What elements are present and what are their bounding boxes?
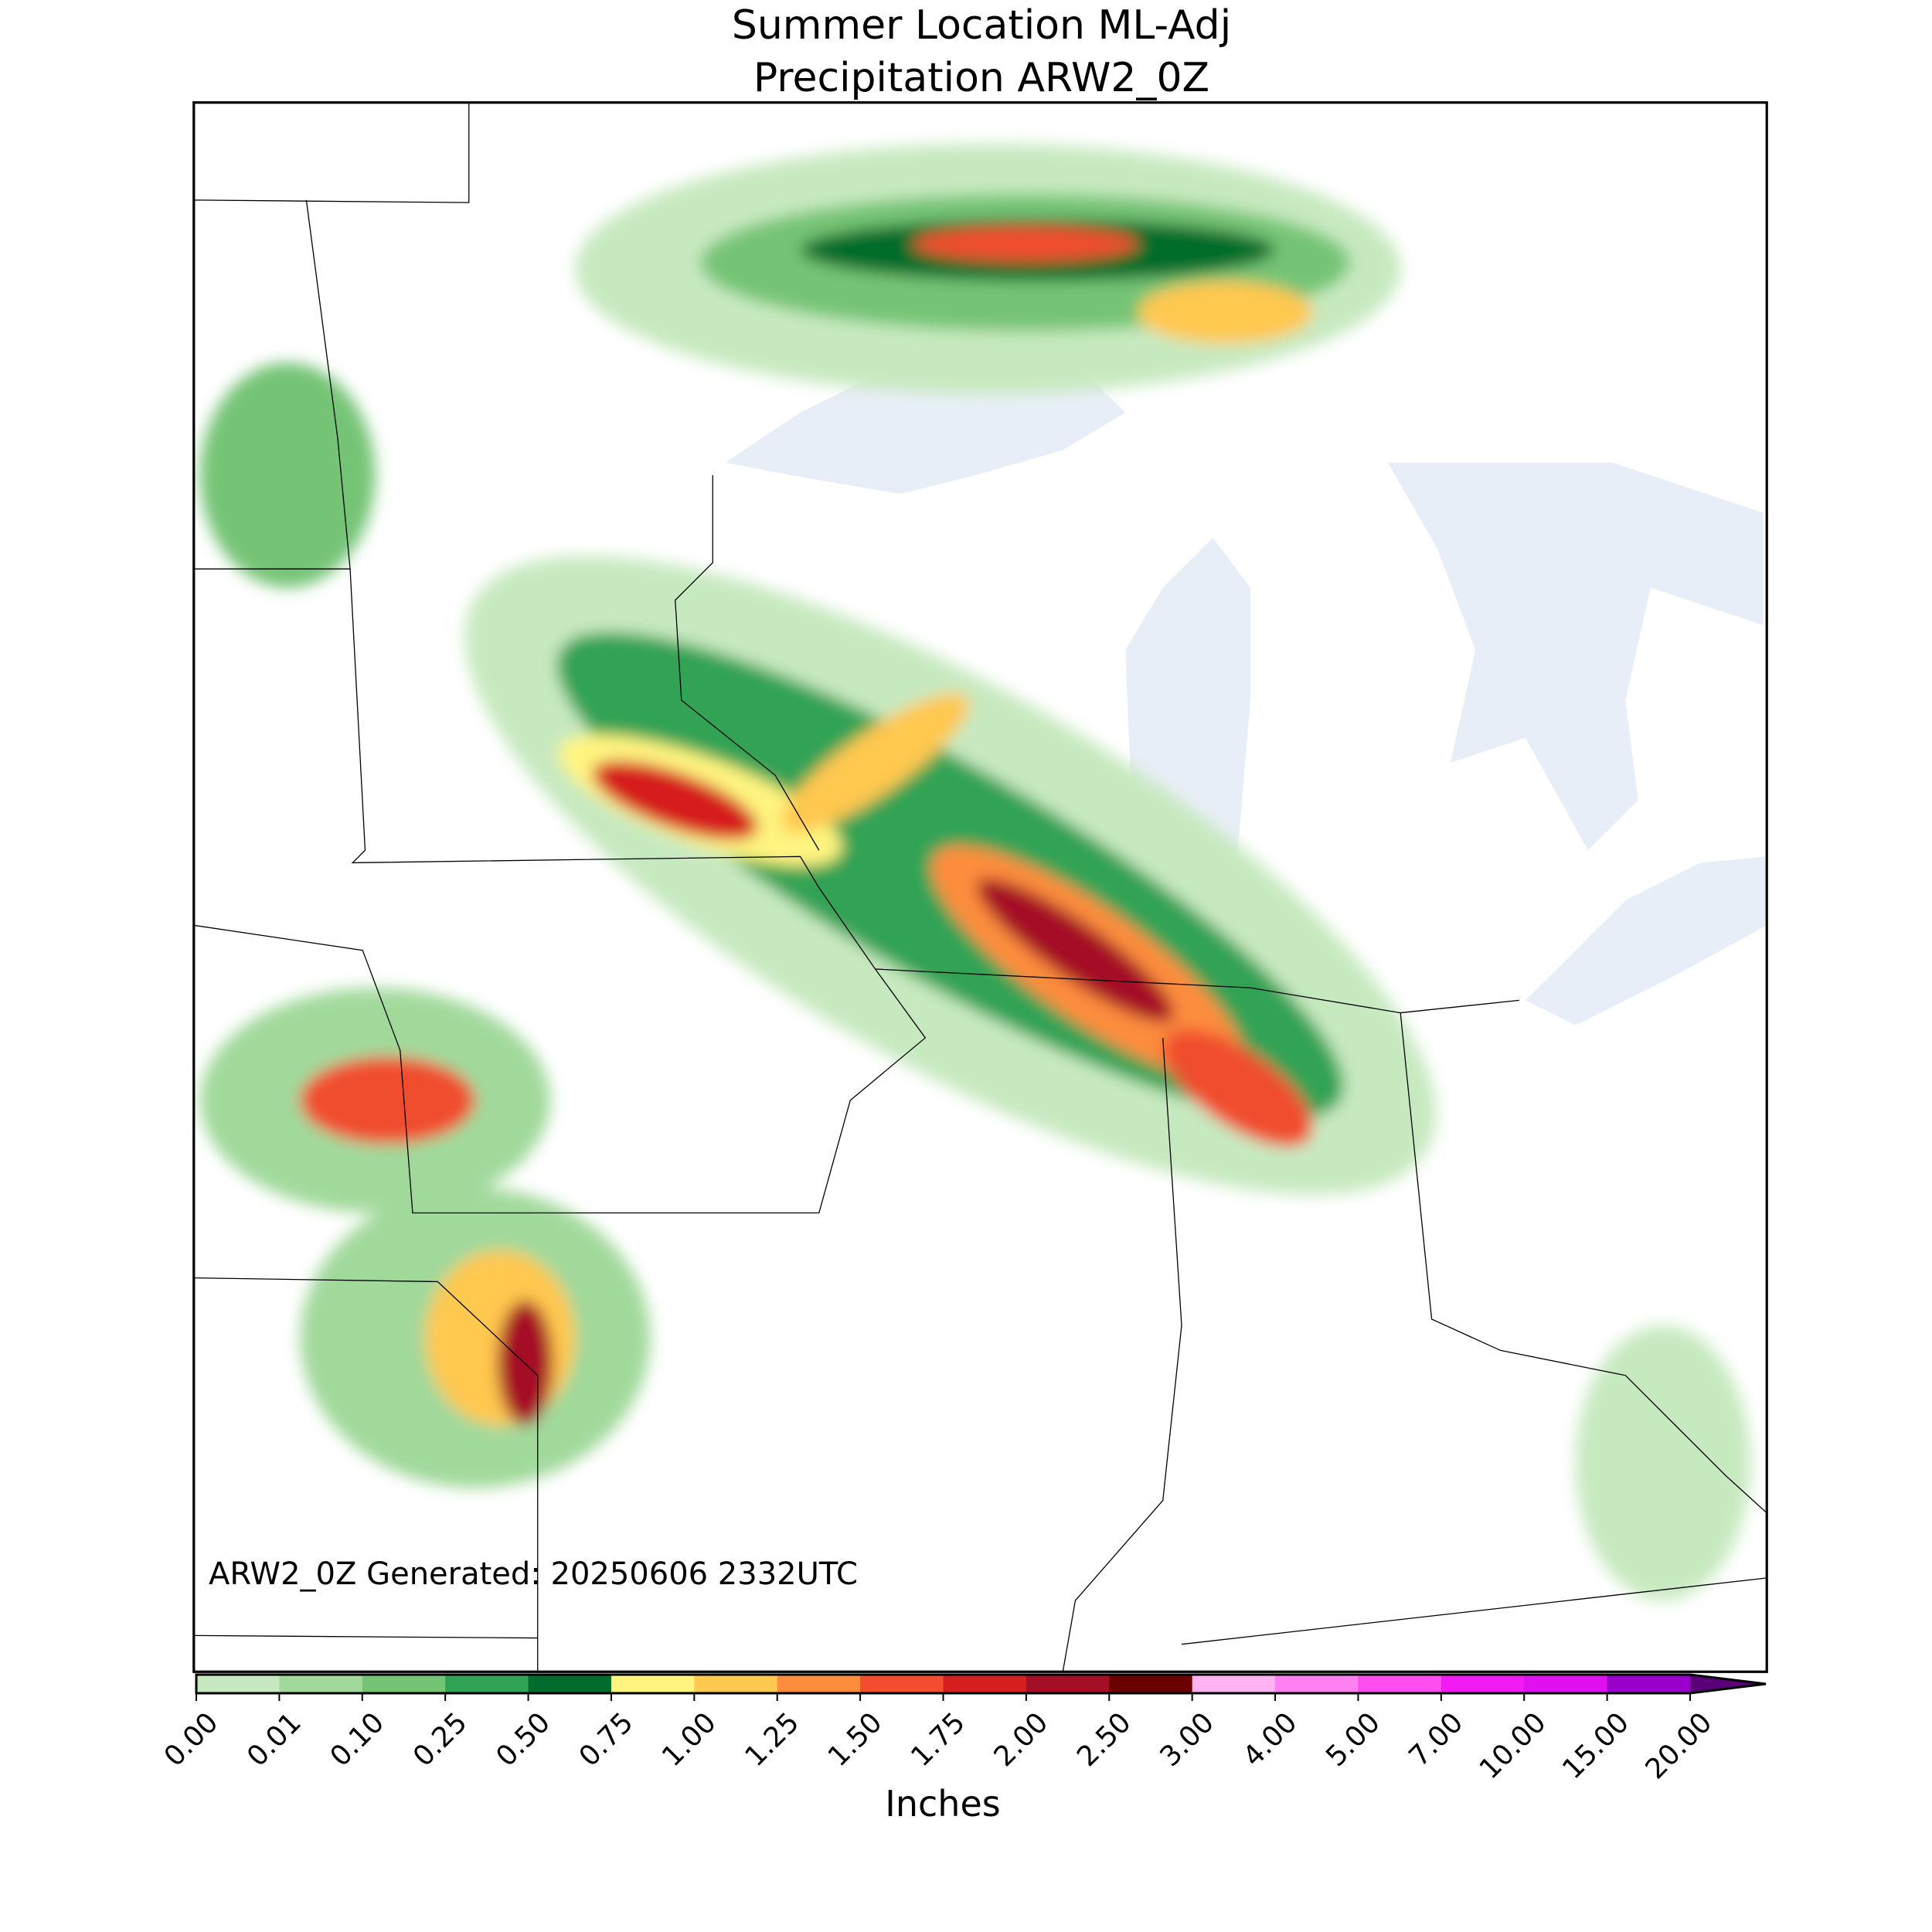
colorbar-segment [1358, 1675, 1442, 1693]
colorbar-segment [113, 1675, 197, 1693]
border [193, 102, 470, 203]
precip-area [1138, 281, 1313, 344]
title-line: Precipitation ARW2_0Z [753, 55, 1209, 101]
map-frame [192, 101, 1768, 1673]
colorbar-segment [196, 1675, 280, 1693]
border [193, 199, 351, 570]
colorbar-extension [1690, 1675, 1766, 1693]
boundaries [193, 102, 1767, 1672]
border [193, 1634, 538, 1639]
border [1062, 1037, 1182, 1672]
colorbar-tick-label: 0.25 [407, 1706, 474, 1773]
precip [199, 144, 1751, 1601]
precip-area [1162, 1029, 1313, 1147]
colorbar-segment [1026, 1675, 1110, 1693]
colorbar-segment [860, 1675, 944, 1693]
colorbar-segment [362, 1675, 446, 1693]
colorbar-tick-label: 20.00 [1640, 1706, 1719, 1785]
annotation: ARW2_0Z Generated: 20250606 2332UTC [209, 1556, 858, 1592]
border [193, 924, 927, 1214]
colorbar-label: Inches [885, 1783, 1000, 1825]
border [675, 474, 820, 851]
colorbar-segment [1440, 1675, 1525, 1693]
map-layers [193, 102, 1767, 1672]
border [193, 1277, 539, 1672]
colorbar-segment [1524, 1675, 1608, 1693]
colorbar-segment [445, 1675, 529, 1693]
border [1181, 1577, 1767, 1645]
colorbar-segment [1607, 1675, 1691, 1693]
precip-area [781, 693, 970, 832]
precip-area [1575, 1325, 1751, 1601]
title-line: Summer Location ML-Adj [732, 2, 1231, 49]
colorbar-segment [528, 1675, 612, 1693]
colorbar-segment [943, 1675, 1027, 1693]
colorbar-segment [611, 1675, 695, 1693]
colorbar-segment [1192, 1675, 1276, 1693]
colorbar-tick-label: 0.75 [573, 1706, 640, 1773]
lake [1387, 462, 1764, 851]
colorbar-tick-label: 15.00 [1556, 1706, 1635, 1785]
colorbar-frame [195, 1673, 1767, 1695]
precip-area [592, 760, 758, 840]
map [192, 101, 1768, 1673]
colorbar-segment [777, 1675, 861, 1693]
colorbar-segment [1275, 1675, 1359, 1693]
colorbar-tick-label: 5.00 [1320, 1706, 1386, 1773]
colorbar-tick-label: 7.00 [1403, 1706, 1470, 1773]
precip-area [976, 878, 1175, 1022]
colorbar-tick-label: 1.50 [822, 1706, 889, 1773]
colorbar-tick-label: 0.01 [241, 1706, 308, 1773]
colorbar-tick-label: 4.00 [1237, 1706, 1304, 1773]
colorbar-tick-label: 0.00 [158, 1706, 225, 1773]
colorbar-tick-label: 1.75 [905, 1706, 971, 1773]
lake [1525, 856, 1767, 1026]
colorbar-tick-label: 0.50 [490, 1706, 556, 1773]
precip-area [199, 362, 376, 588]
colorbar-tick-label: 1.00 [656, 1706, 723, 1773]
colorbar: 0.00 0.01 0.10 0.25 0.50 0.75 1.00 1.25 1.50 1.75… [113, 1673, 1767, 1785]
colorbar-tick-label: 1.25 [740, 1706, 806, 1773]
colorbar-tick-label: 10.00 [1474, 1706, 1553, 1785]
colorbar-segment [279, 1675, 363, 1693]
precip-area [300, 1056, 475, 1145]
colorbar-tick-label: 3.00 [1154, 1706, 1220, 1773]
colorbar-tick-label: 0.10 [325, 1706, 391, 1773]
border [1400, 1012, 1767, 1514]
border [349, 569, 1519, 1014]
colorbar-segment [1109, 1675, 1193, 1693]
colorbar-segment [694, 1675, 778, 1693]
precip-area [497, 1300, 553, 1426]
colorbar-tick-label: 2.00 [988, 1706, 1055, 1773]
colorbar-tick-label: 2.50 [1071, 1706, 1138, 1773]
precip-area [913, 226, 1138, 262]
